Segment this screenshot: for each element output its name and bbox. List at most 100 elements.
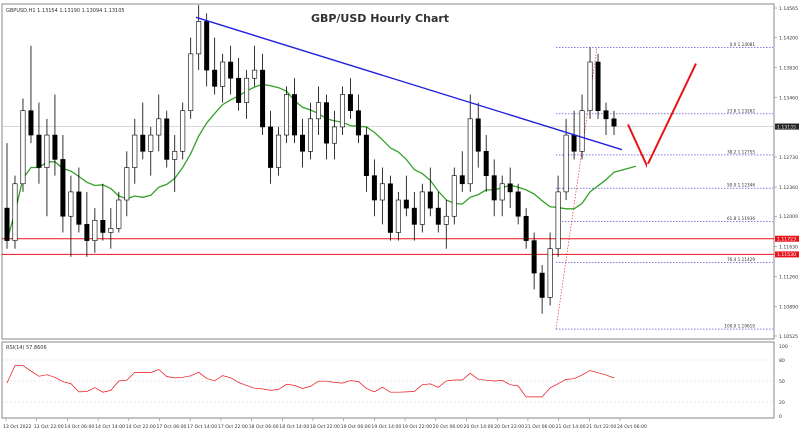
y-tick-label: 1.10525 bbox=[779, 334, 798, 340]
rsi-tick-label: 20 bbox=[779, 400, 785, 406]
support-label: 1.11723 bbox=[777, 237, 796, 243]
candle-body bbox=[363, 134, 369, 176]
candle-body bbox=[268, 126, 274, 168]
candle-body bbox=[507, 183, 513, 193]
candle-body bbox=[292, 94, 298, 136]
main-plot-frame bbox=[1, 3, 775, 340]
y-tick-label: 1.13100 bbox=[779, 125, 798, 131]
candle-body bbox=[483, 150, 489, 176]
candle-body bbox=[443, 215, 449, 225]
x-tick-label: 14 Oct 06:00 bbox=[64, 424, 94, 430]
candle-body bbox=[84, 224, 90, 241]
x-tick-label: 21 Oct 06:00 bbox=[525, 424, 555, 430]
trend-line bbox=[195, 16, 623, 151]
candle-body bbox=[100, 220, 106, 233]
candle-body bbox=[435, 207, 441, 225]
candle-body bbox=[547, 248, 553, 298]
candle-body bbox=[60, 159, 66, 217]
candle-body bbox=[156, 118, 162, 136]
rsi-title: RSI(14) 57.8606 bbox=[6, 345, 47, 351]
candle-body bbox=[212, 69, 218, 87]
candle-body bbox=[539, 272, 545, 298]
candle-body bbox=[427, 191, 433, 209]
x-tick-label: 21 Oct 22:00 bbox=[586, 424, 616, 430]
x-tick-label: 17 Oct 06:00 bbox=[157, 424, 187, 430]
candle-body bbox=[276, 134, 282, 168]
x-tick-label: 19 Oct 14:00 bbox=[371, 424, 401, 430]
rsi-panel-frame bbox=[1, 341, 775, 419]
candle-body bbox=[244, 77, 250, 103]
candle-body bbox=[587, 61, 593, 112]
candle-body bbox=[603, 110, 609, 120]
candle-body bbox=[132, 134, 138, 168]
candle-body bbox=[92, 220, 98, 241]
candle-body bbox=[531, 240, 537, 274]
x-tick-label: 24 Oct 06:00 bbox=[617, 424, 647, 430]
rsi-line bbox=[6, 365, 615, 398]
current-price-tag bbox=[775, 123, 799, 130]
candle-body bbox=[419, 191, 425, 225]
y-tick-label: 1.11630 bbox=[779, 244, 798, 250]
candle-body bbox=[12, 183, 18, 241]
y-tick-label: 1.12000 bbox=[779, 214, 798, 220]
support-tag bbox=[775, 251, 799, 258]
candle-body bbox=[204, 21, 210, 71]
x-tick-label: 19 Oct 22:00 bbox=[402, 424, 432, 430]
x-tick-label: 14 Oct 14:00 bbox=[95, 424, 125, 430]
candle-body bbox=[308, 118, 313, 152]
candle-body bbox=[491, 175, 497, 201]
support-tag bbox=[775, 235, 799, 242]
candle-body bbox=[387, 183, 393, 233]
candle-body bbox=[76, 191, 82, 225]
y-tick-label: 1.14200 bbox=[779, 36, 798, 42]
candle-body bbox=[148, 134, 154, 152]
candle-body bbox=[515, 191, 521, 217]
candle-body bbox=[315, 102, 321, 120]
support-label: 1.11530 bbox=[777, 252, 796, 258]
candle-body bbox=[164, 118, 170, 160]
symbol-info: GBPUSD,H1 1.13154 1.13190 1.13094 1.1310… bbox=[6, 8, 125, 14]
candle-body bbox=[116, 199, 122, 229]
fib-label: 23.6 1.13262 bbox=[727, 108, 755, 113]
candle-body bbox=[68, 191, 74, 217]
rsi-tick-label: 100 bbox=[779, 344, 788, 350]
candle-body bbox=[300, 134, 306, 152]
fib-label: 100.0 1.10610 bbox=[724, 324, 755, 329]
y-tick-label: 1.14565 bbox=[779, 6, 798, 12]
candle-body bbox=[395, 199, 401, 233]
y-tick-label: 1.13830 bbox=[779, 66, 798, 72]
x-tick-label: 19 Oct 06:00 bbox=[341, 424, 371, 430]
y-tick-label: 1.13460 bbox=[779, 96, 798, 102]
candle-body bbox=[595, 61, 601, 112]
candle-body bbox=[379, 183, 385, 201]
candle-body bbox=[611, 118, 617, 127]
candle-body bbox=[579, 110, 585, 152]
candle-body bbox=[284, 94, 290, 136]
x-tick-label: 21 Oct 14:00 bbox=[556, 424, 586, 430]
x-tick-label: 20 Oct 14:00 bbox=[464, 424, 494, 430]
x-tick-label: 14 Oct 22:00 bbox=[126, 424, 156, 430]
candle-body bbox=[475, 118, 481, 152]
candle-body bbox=[108, 228, 114, 233]
candle-body bbox=[188, 53, 194, 112]
y-tick-label: 1.12730 bbox=[779, 155, 798, 161]
candle-body bbox=[28, 110, 34, 136]
candle-body bbox=[555, 191, 561, 250]
candle-body bbox=[228, 61, 234, 79]
x-tick-label: 20 Oct 06:00 bbox=[433, 424, 463, 430]
candle-body bbox=[52, 134, 58, 160]
x-tick-label: 18 Oct 22:00 bbox=[310, 424, 340, 430]
candle-body bbox=[347, 94, 353, 112]
candle-body bbox=[220, 61, 226, 87]
candle-body bbox=[459, 175, 465, 185]
candle-body bbox=[467, 118, 473, 185]
rsi-tick-label: 80 bbox=[779, 358, 785, 364]
candle-body bbox=[140, 134, 146, 152]
candle-body bbox=[20, 110, 26, 185]
candle-body bbox=[371, 175, 377, 201]
candle-body bbox=[411, 207, 417, 225]
candle-body bbox=[571, 134, 577, 152]
fib-label: 0.0 1.14081 bbox=[730, 42, 756, 47]
candle-body bbox=[339, 94, 345, 128]
